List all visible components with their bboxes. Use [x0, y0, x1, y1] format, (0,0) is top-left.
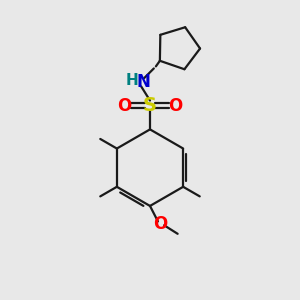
Text: O: O — [118, 97, 132, 115]
Text: O: O — [153, 215, 167, 233]
Text: N: N — [136, 73, 150, 91]
Text: O: O — [168, 97, 182, 115]
Text: S: S — [143, 96, 157, 115]
Text: H: H — [126, 73, 139, 88]
